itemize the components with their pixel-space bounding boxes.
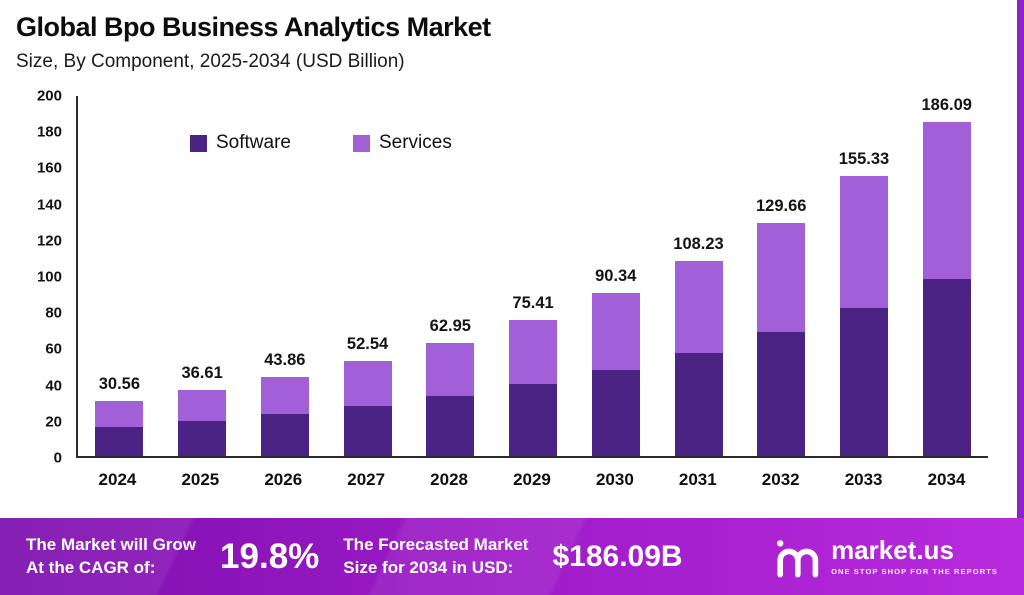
cagr-label-line1: The Market will Grow — [26, 535, 197, 555]
bar-value-label: 43.86 — [264, 351, 306, 370]
chart-legend: Software Services — [190, 132, 452, 154]
y-axis-tick: 180 — [36, 123, 62, 141]
bar-value-label: 36.61 — [181, 364, 223, 383]
x-axis-tick: 2026 — [264, 470, 303, 489]
bar-column: 75.41 — [492, 96, 575, 456]
bar-column: 62.95 — [409, 96, 492, 456]
bar-column: 52.54 — [326, 96, 409, 456]
forecast-label: The Forecasted Market Size for 2034 in U… — [343, 534, 528, 578]
bars-row: 30.56 36.61 43.86 52.54 62.95 75.41 90.34 108.2… — [78, 96, 988, 456]
page-title: Global Bpo Business Analytics Market — [16, 12, 491, 42]
software-segment[interactable] — [674, 352, 723, 456]
bar-value-label: 62.95 — [429, 316, 471, 335]
forecast-label-line2: Size for 2034 in USD: — [343, 557, 514, 577]
services-segment[interactable] — [591, 293, 640, 370]
y-axis-tick: 100 — [36, 268, 62, 286]
market-us-logo-icon — [777, 539, 819, 577]
bar-value-label: 52.54 — [346, 335, 389, 354]
y-axis-tick: 80 — [45, 304, 62, 322]
x-axis-tick: 2027 — [347, 470, 386, 489]
software-segment[interactable] — [757, 332, 806, 456]
bar-column: 36.61 — [161, 96, 244, 456]
legend-swatch-icon — [352, 134, 370, 152]
brand-tagline: ONE STOP SHOP FOR THE REPORTS — [831, 567, 998, 576]
bottom-banner: The Market will Grow At the CAGR of: 19.… — [0, 518, 1024, 595]
legend-item-services[interactable]: Services — [352, 132, 452, 154]
x-axis-tick: 2029 — [513, 470, 551, 489]
software-segment[interactable] — [591, 369, 640, 456]
bar-column: 90.34 — [574, 96, 657, 456]
chart-header: Global Bpo Business Analytics Market Siz… — [16, 12, 491, 73]
x-axis-tick: 2024 — [98, 470, 137, 489]
bar-column: 30.56 — [78, 96, 161, 456]
services-segment[interactable] — [757, 222, 806, 333]
forecast-label-line1: The Forecasted Market — [343, 535, 529, 555]
cagr-label: The Market will Grow At the CAGR of: — [26, 534, 196, 578]
bar-column: 155.33 — [823, 96, 906, 456]
software-segment[interactable] — [95, 426, 144, 456]
bar-value-label: 129.66 — [756, 196, 807, 215]
brand-name: market.us — [831, 535, 954, 565]
x-axis-tick: 2028 — [430, 470, 468, 489]
y-axis-tick: 120 — [36, 232, 62, 250]
software-segment[interactable] — [343, 405, 392, 456]
software-segment[interactable] — [426, 395, 475, 456]
legend-label: Software — [216, 132, 291, 153]
x-axis-tick: 2031 — [678, 470, 717, 489]
software-segment[interactable] — [178, 421, 227, 456]
legend-swatch-icon — [190, 134, 207, 152]
cagr-value: 19.8% — [220, 536, 320, 576]
page-subtitle: Size, By Component, 2025-2034 (USD Billi… — [16, 51, 405, 72]
software-segment[interactable] — [260, 414, 309, 456]
services-segment[interactable] — [922, 122, 971, 279]
x-axis-row: 2024 2025 2026 2027 2028 2029 2030 2031 2032 2033… — [76, 470, 988, 490]
right-edge-strip — [1017, 0, 1024, 595]
bar-value-label: 108.23 — [673, 235, 724, 254]
bar-column: 186.09 — [905, 96, 988, 456]
y-axis: 0 20 40 60 80 100 120 140 160 180 200 — [20, 88, 68, 467]
x-axis-tick: 2025 — [181, 470, 220, 489]
y-axis-tick: 60 — [45, 340, 62, 358]
services-segment[interactable] — [509, 320, 558, 385]
bar-column: 108.23 — [657, 96, 740, 456]
bar-column: 43.86 — [243, 96, 326, 456]
y-axis-tick: 40 — [45, 377, 62, 395]
legend-label: Services — [378, 132, 452, 153]
forecast-value: $186.09B — [552, 539, 683, 573]
y-axis-tick: 200 — [36, 87, 62, 105]
y-axis-tick: 140 — [36, 196, 62, 214]
software-segment[interactable] — [839, 307, 888, 456]
bar-column: 129.66 — [740, 96, 823, 456]
brand-text-block: market.us ONE STOP SHOP FOR THE REPORTS — [831, 537, 998, 576]
x-axis-tick: 2032 — [761, 470, 800, 489]
services-segment[interactable] — [343, 361, 392, 406]
y-axis-tick: 0 — [53, 449, 62, 467]
bar-value-label: 186.09 — [921, 96, 972, 114]
services-segment[interactable] — [426, 342, 475, 396]
legend-item-software[interactable]: Software — [190, 132, 291, 154]
cagr-label-line2: At the CAGR of: — [26, 557, 156, 577]
plot-area: 30.56 36.61 43.86 52.54 62.95 75.41 90.34 108.2… — [76, 96, 988, 458]
services-segment[interactable] — [839, 176, 888, 308]
bar-value-label: 155.33 — [838, 150, 890, 169]
services-segment[interactable] — [178, 390, 227, 422]
services-segment[interactable] — [674, 261, 723, 353]
x-axis-tick: 2034 — [927, 470, 966, 489]
chart-plot-wrapper: 0 20 40 60 80 100 120 140 160 180 200 30.56 36.61 43… — [20, 88, 996, 496]
x-axis-tick: 2030 — [595, 470, 634, 489]
y-axis-tick: 160 — [36, 159, 62, 177]
bar-value-label: 75.41 — [512, 294, 554, 313]
brand-block[interactable]: market.us ONE STOP SHOP FOR THE REPORTS — [773, 536, 998, 578]
bar-value-label: 30.56 — [98, 375, 141, 393]
services-segment[interactable] — [260, 377, 309, 415]
services-segment[interactable] — [95, 401, 144, 427]
software-segment[interactable] — [509, 384, 558, 456]
y-axis-tick: 20 — [45, 413, 62, 431]
software-segment[interactable] — [922, 278, 971, 456]
bar-value-label: 90.34 — [595, 267, 637, 286]
x-axis-tick: 2033 — [844, 470, 883, 489]
